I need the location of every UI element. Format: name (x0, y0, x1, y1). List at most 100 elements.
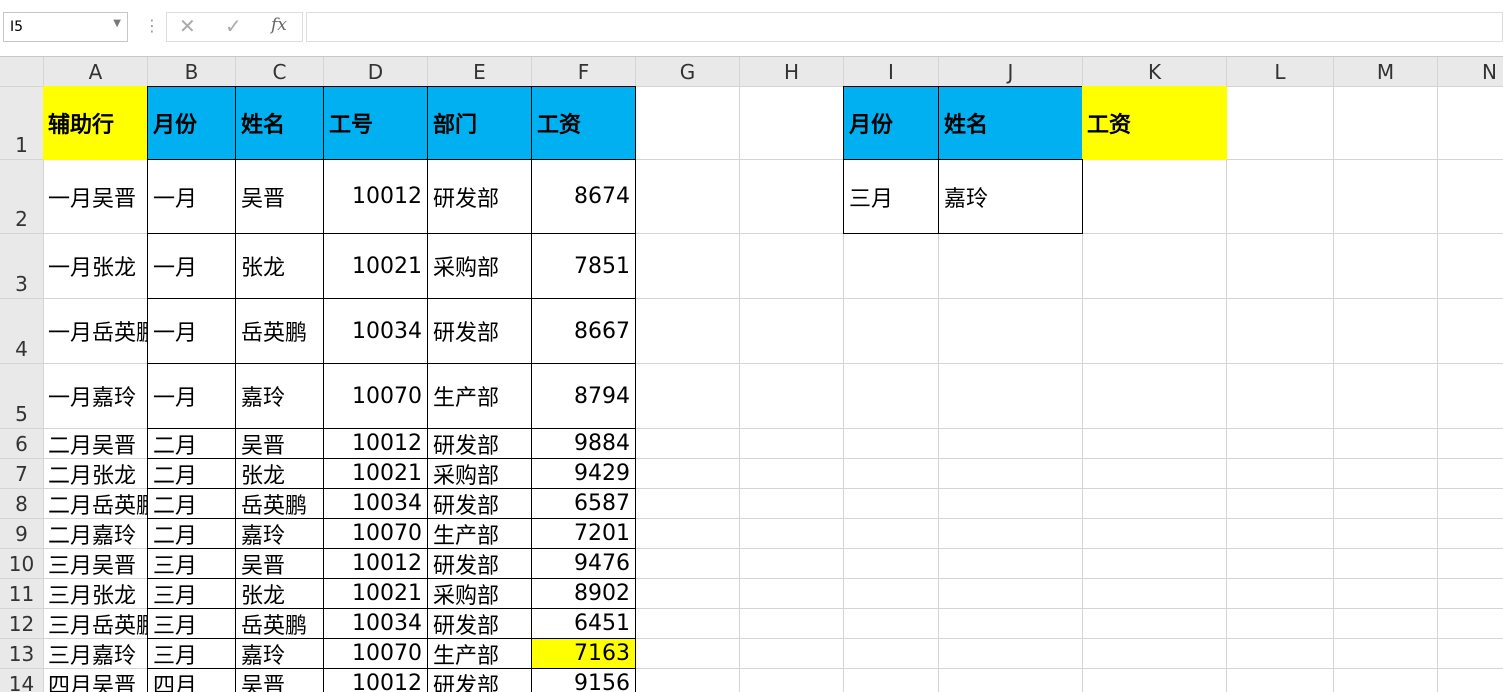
cell[interactable]: 9884 (531, 428, 636, 459)
formula-bar[interactable] (306, 12, 1503, 42)
cell[interactable]: 二月 (147, 518, 236, 549)
lookup-header[interactable]: 姓名 (938, 86, 1083, 160)
cell[interactable]: 二月 (147, 458, 236, 489)
cell[interactable]: 8674 (531, 159, 636, 234)
cell[interactable]: 二月嘉玲 (48, 523, 137, 549)
cell[interactable]: 三月岳英鹏 (48, 613, 148, 639)
row-header[interactable]: 6 (0, 429, 43, 458)
cell[interactable]: 三月吴晋 (48, 553, 137, 579)
cell[interactable]: 10021 (323, 578, 428, 609)
cell[interactable]: 7163 (531, 638, 636, 669)
cell[interactable]: 7201 (531, 518, 636, 549)
cell[interactable]: 吴晋 (235, 548, 324, 579)
name-box[interactable]: I5 ▼ (3, 12, 128, 42)
cell[interactable]: 二月张龙 (48, 463, 137, 489)
column-header[interactable]: F (532, 57, 635, 86)
cell[interactable]: 采购部 (427, 458, 532, 489)
row-header[interactable]: 3 (0, 234, 43, 298)
cell[interactable]: 一月张龙 (48, 256, 137, 281)
cell[interactable]: 生产部 (427, 638, 532, 669)
column-header[interactable]: M (1334, 57, 1437, 86)
cell[interactable]: 研发部 (427, 159, 532, 234)
column-header[interactable]: J (939, 57, 1082, 86)
cell[interactable]: 研发部 (427, 428, 532, 459)
column-header[interactable]: E (428, 57, 531, 86)
cell[interactable]: 张龙 (235, 458, 324, 489)
header-cell[interactable]: 月份 (147, 86, 236, 160)
row-header[interactable]: 4 (0, 299, 43, 363)
cell[interactable]: 研发部 (427, 608, 532, 639)
column-header[interactable]: B (148, 57, 235, 86)
row-header[interactable]: 1 (0, 87, 43, 159)
row-header[interactable]: 10 (0, 549, 43, 578)
cell[interactable]: 采购部 (427, 578, 532, 609)
cell[interactable]: 7851 (531, 233, 636, 299)
cell[interactable]: 张龙 (235, 578, 324, 609)
cell[interactable]: 10012 (323, 159, 428, 234)
cell[interactable]: 研发部 (427, 488, 532, 519)
row-header[interactable]: 11 (0, 579, 43, 608)
cell[interactable]: 9156 (531, 668, 636, 692)
cell[interactable]: 岳英鹏 (235, 298, 324, 364)
cell[interactable]: 8794 (531, 363, 636, 429)
cell[interactable]: 6587 (531, 488, 636, 519)
cell[interactable]: 10012 (323, 668, 428, 692)
enter-icon[interactable]: ✓ (225, 14, 242, 38)
cell[interactable]: 10012 (323, 548, 428, 579)
header-cell[interactable]: 部门 (427, 86, 532, 160)
cell[interactable]: 四月 (147, 668, 236, 692)
cell[interactable]: 二月岳英鹏 (48, 493, 148, 519)
row-header[interactable]: 13 (0, 639, 43, 668)
cell[interactable]: 6451 (531, 608, 636, 639)
column-header[interactable]: K (1083, 57, 1226, 86)
cell[interactable]: 吴晋 (235, 428, 324, 459)
cell[interactable]: 一月岳英鹏 (48, 321, 148, 346)
cell[interactable]: 二月 (147, 428, 236, 459)
cell[interactable]: 四月吴晋 (48, 673, 137, 692)
cell[interactable]: 一月 (147, 298, 236, 364)
cell[interactable]: 一月 (147, 233, 236, 299)
cell[interactable]: 采购部 (427, 233, 532, 299)
cell[interactable]: 10012 (323, 428, 428, 459)
cell[interactable]: 三月 (147, 638, 236, 669)
row-header[interactable]: 8 (0, 489, 43, 518)
column-header[interactable]: I (844, 57, 938, 86)
lookup-header[interactable]: 工资 (1082, 86, 1227, 160)
cell[interactable]: 嘉玲 (235, 518, 324, 549)
cell[interactable]: 8667 (531, 298, 636, 364)
header-cell[interactable]: 姓名 (235, 86, 324, 160)
cell[interactable]: 研发部 (427, 298, 532, 364)
cell[interactable]: 二月吴晋 (48, 433, 137, 459)
cell[interactable]: 三月 (147, 578, 236, 609)
cell[interactable]: 岳英鹏 (235, 488, 324, 519)
column-header[interactable]: A (44, 57, 147, 86)
cell[interactable]: 生产部 (427, 518, 532, 549)
cell[interactable]: 一月嘉玲 (48, 386, 137, 411)
cell[interactable]: 吴晋 (235, 159, 324, 234)
header-cell[interactable]: 工资 (531, 86, 636, 160)
cell[interactable]: 10070 (323, 518, 428, 549)
column-header[interactable]: H (740, 57, 843, 86)
cell[interactable]: 岳英鹏 (235, 608, 324, 639)
row-header[interactable]: 12 (0, 609, 43, 638)
cell[interactable]: 张龙 (235, 233, 324, 299)
column-header[interactable]: N (1438, 57, 1503, 86)
cell[interactable]: 嘉玲 (235, 638, 324, 669)
cell[interactable]: 二月 (147, 488, 236, 519)
cell[interactable]: 8902 (531, 578, 636, 609)
column-header[interactable]: L (1227, 57, 1333, 86)
cell[interactable]: 9476 (531, 548, 636, 579)
cell[interactable]: 三月嘉玲 (48, 643, 137, 669)
column-header[interactable]: C (236, 57, 323, 86)
cell[interactable]: 嘉玲 (235, 363, 324, 429)
cell[interactable]: 10034 (323, 608, 428, 639)
cell[interactable]: 研发部 (427, 668, 532, 692)
header-cell[interactable]: 辅助行 (43, 86, 148, 160)
lookup-cell[interactable]: 三月 (843, 159, 939, 234)
row-header[interactable]: 2 (0, 160, 43, 233)
lookup-cell[interactable]: 嘉玲 (938, 159, 1083, 234)
row-header[interactable]: 14 (0, 669, 43, 692)
cell[interactable]: 三月 (147, 548, 236, 579)
cell[interactable]: 研发部 (427, 548, 532, 579)
row-header[interactable]: 9 (0, 519, 43, 548)
